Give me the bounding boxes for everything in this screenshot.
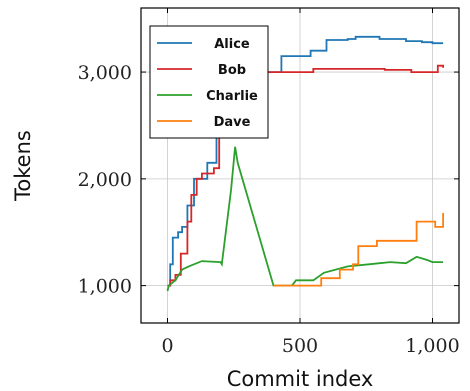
y-tick-label: 3,000 <box>78 62 132 84</box>
x-tick-label: 1,000 <box>405 335 459 357</box>
x-tick-label: 500 <box>282 335 318 357</box>
legend-label-alice: Alice <box>214 37 250 52</box>
legend-label-bob: Bob <box>218 63 246 78</box>
x-tick-label: 0 <box>161 335 173 357</box>
y-tick-label: 2,000 <box>78 169 132 191</box>
x-axis-label: Commit index <box>227 367 374 391</box>
axis-ticks: 0 500 1,000 1,000 2,000 3,000 <box>78 8 460 357</box>
series-line-bob <box>167 64 444 287</box>
y-tick-label: 1,000 <box>78 276 132 298</box>
legend-box <box>149 25 269 139</box>
y-axis-label: Tokens <box>11 130 35 202</box>
legend-label-charlie: Charlie <box>206 89 258 104</box>
legend-label-dave: Dave <box>214 115 251 130</box>
series-line-dave <box>273 213 444 287</box>
series-line-charlie <box>166 146 444 292</box>
legend: Alice Bob Charlie Dave <box>149 25 269 139</box>
